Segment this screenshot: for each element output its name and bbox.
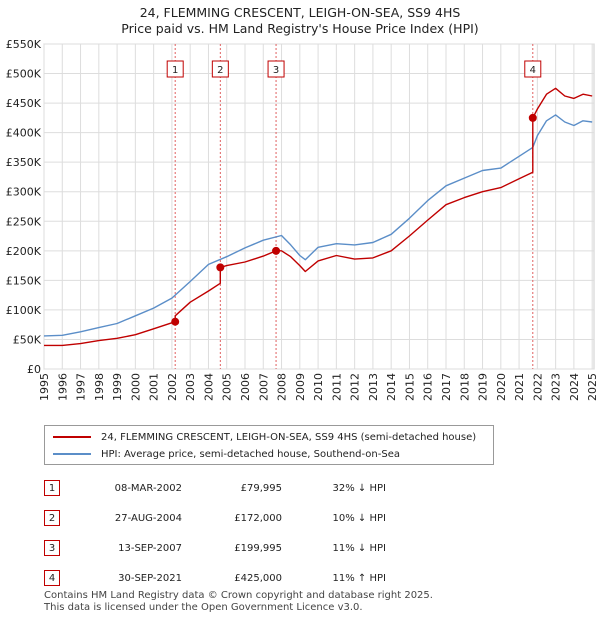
sale-date: 08-MAR-2002 [114,482,182,494]
sale-hpi-diff: 32% ↓ HPI [332,482,386,494]
legend-label-hpi: HPI: Average price, semi-detached house,… [101,448,400,460]
footer: Contains HM Land Registry data © Crown c… [44,590,433,614]
sale-marker-badge: 1 [44,480,60,496]
sale-date: 30-SEP-2021 [118,572,182,584]
x-tick-label: 2019 [477,373,490,401]
sale-marker-box [211,60,229,78]
x-tick-label: 2015 [403,373,416,401]
x-tick-label: 2007 [257,373,270,401]
price-chart: £0 £50K £100K £150K £200K £250K £300K £350K £400… [6,38,599,401]
x-tick-label: 2017 [440,373,453,401]
x-tick-label: 2016 [422,373,435,401]
x-tick-label: 2025 [586,373,599,401]
x-tick-label: 2011 [330,373,343,401]
x-tick-label: 2005 [221,373,234,401]
x-tick-label: 2000 [129,373,142,401]
sale-date: 27-AUG-2004 [114,512,182,524]
sale-marker-box [166,60,184,78]
sale-date: 13-SEP-2007 [118,542,182,554]
x-tick-label: 1999 [111,373,124,401]
x-tick-label: 2023 [550,373,563,401]
x-tick-label: 1997 [75,373,88,401]
sale-hpi-diff: 10% ↓ HPI [332,512,386,524]
legend: 24, FLEMMING CRESCENT, LEIGH-ON-SEA, SS9… [44,425,494,465]
x-tick-label: 2009 [294,373,307,401]
x-tick-label: 2008 [276,373,289,401]
table-row: 3 13-SEP-2007 £199,995 11% ↓ HPI [44,533,386,563]
sale-marker-box [267,60,285,78]
series-line-hpi [43,114,593,337]
table-row: 4 30-SEP-2021 £425,000 11% ↑ HPI [44,563,386,593]
legend-swatch-hpi [53,453,91,455]
x-tick-label: 2003 [184,373,197,401]
footer-licence: This data is licensed under the Open Gov… [44,602,363,613]
sale-marker-badge: 4 [44,570,60,586]
y-tick-label: £350K [6,156,42,169]
legend-item-hpi: HPI: Average price, semi-detached house,… [53,446,400,462]
sale-hpi-diff: 11% ↓ HPI [332,542,386,554]
sale-point [171,317,180,326]
x-tick-label: 2002 [166,373,179,401]
sale-marker-label: 1 [172,65,178,76]
x-tick-label: 2013 [367,373,380,401]
sale-marker-label: 3 [273,65,279,76]
y-tick-label: £550K [6,38,42,51]
y-tick-label: £300K [6,186,42,199]
sale-hpi-diff: 11% ↑ HPI [332,572,386,584]
sale-price: £172,000 [234,512,282,524]
sale-price: £199,995 [234,542,282,554]
legend-swatch-property [53,436,91,438]
y-tick-label: £500K [6,68,42,81]
sale-marker-badge: 3 [44,540,60,556]
sale-marker-label: 4 [530,65,536,76]
x-tick-label: 1998 [93,373,106,401]
y-tick-label: £50K [13,333,42,346]
chart-subtitle: Price paid vs. HM Land Registry's House … [121,21,479,36]
x-tick-label: 1995 [38,373,51,401]
x-tick-label: 2010 [312,373,325,401]
sale-marker-badge: 2 [44,510,60,526]
legend-item-property: 24, FLEMMING CRESCENT, LEIGH-ON-SEA, SS9… [53,429,476,445]
sale-point [272,246,281,255]
table-row: 2 27-AUG-2004 £172,000 10% ↓ HPI [44,503,386,533]
x-tick-label: 1996 [56,373,69,401]
y-tick-label: £250K [6,215,42,228]
y-tick-label: £200K [6,245,42,258]
sales-table: 1 08-MAR-2002 £79,995 32% ↓ HPI 2 27-AUG… [44,473,386,593]
sale-marker-label: 2 [217,65,223,76]
x-tick-label: 2014 [385,373,398,401]
sale-price: £425,000 [234,572,282,584]
sale-price: £79,995 [240,482,282,494]
sale-marker-box [524,60,542,78]
table-row: 1 08-MAR-2002 £79,995 32% ↓ HPI [44,473,386,503]
footer-copyright: Contains HM Land Registry data © Crown c… [44,590,433,601]
x-tick-label: 2012 [349,373,362,401]
x-tick-label: 2022 [531,373,544,401]
chart-title: 24, FLEMMING CRESCENT, LEIGH-ON-SEA, SS9… [139,5,461,20]
y-tick-label: £150K [6,274,42,287]
x-tick-label: 2006 [239,373,252,401]
x-tick-label: 2018 [458,373,471,401]
sale-point [216,263,225,272]
x-tick-label: 2021 [513,373,526,401]
x-tick-label: 2020 [495,373,508,401]
y-tick-label: £400K [6,127,42,140]
x-tick-label: 2024 [568,373,581,401]
x-tick-label: 2004 [202,373,215,401]
y-tick-label: £450K [6,97,42,110]
y-tick-label: £100K [6,304,42,317]
y-tick-label: £0 [27,363,41,376]
legend-label-property: 24, FLEMMING CRESCENT, LEIGH-ON-SEA, SS9… [101,431,477,443]
x-tick-label: 2001 [148,373,161,401]
sale-point [528,113,537,122]
